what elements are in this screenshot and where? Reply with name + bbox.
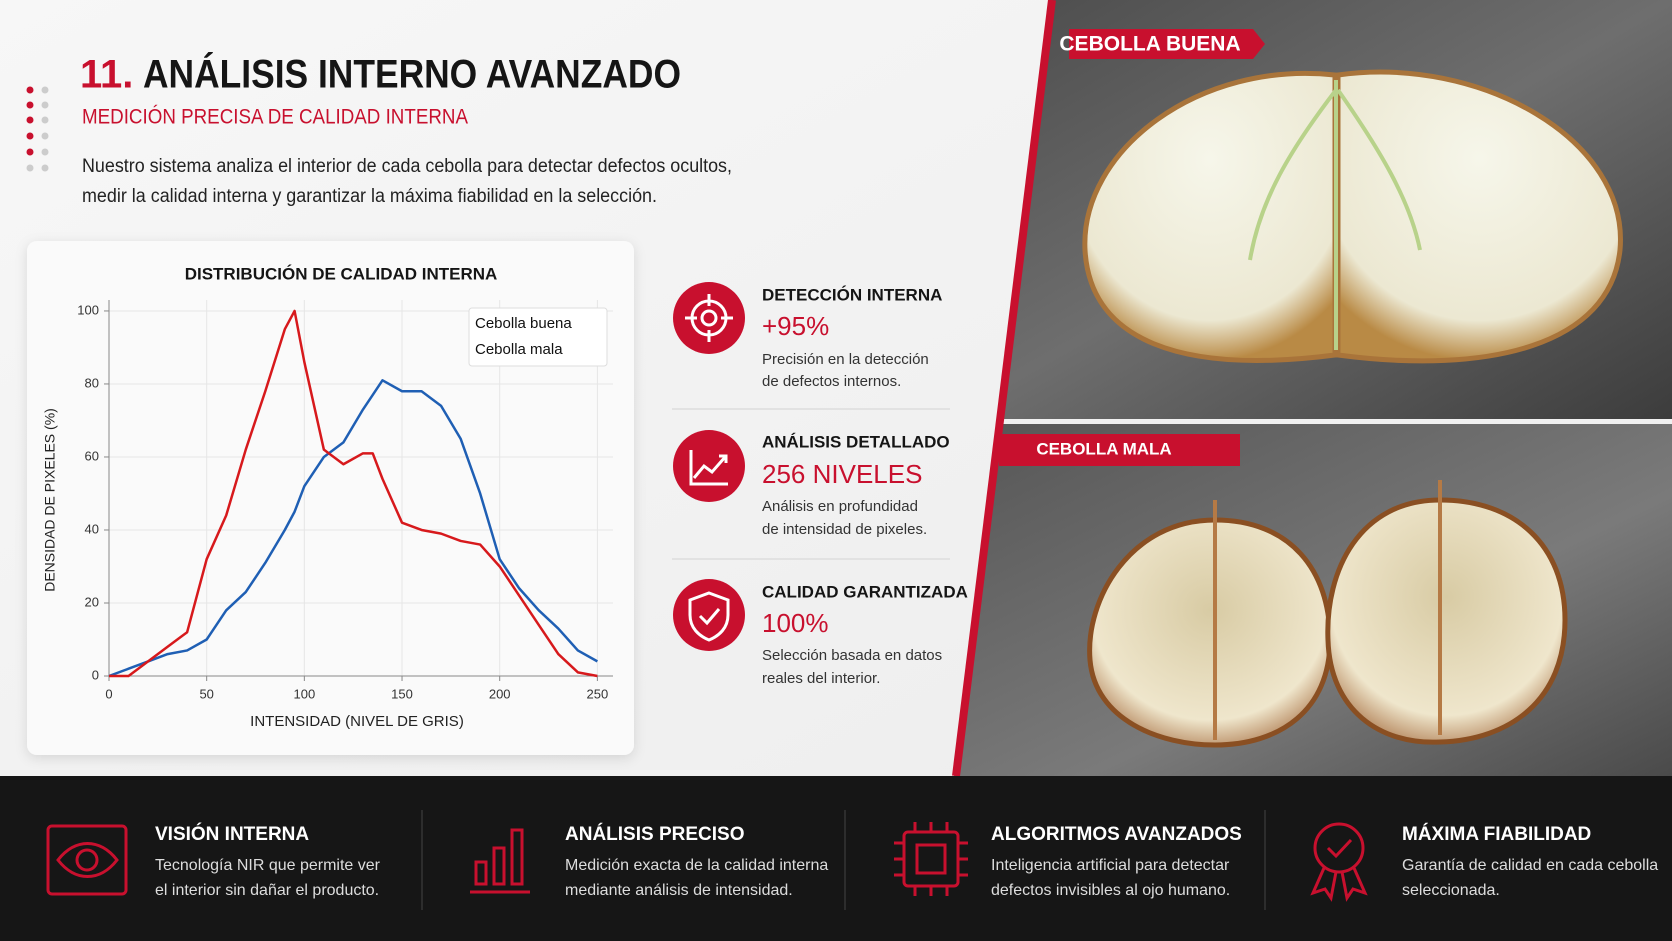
shield-icon xyxy=(688,591,730,642)
y-tick-label: 100 xyxy=(77,302,99,317)
y-tick-label: 0 xyxy=(92,667,99,682)
legend-label: Cebolla mala xyxy=(475,341,563,358)
onion-half xyxy=(1335,69,1623,364)
feature-title: VISIÓN INTERNA xyxy=(155,823,309,845)
feature-text: mediante análisis de intensidad. xyxy=(565,882,793,899)
x-tick-label: 200 xyxy=(489,686,511,701)
x-tick-label: 250 xyxy=(587,686,609,701)
chip-icon xyxy=(915,843,947,875)
onion-half xyxy=(1082,71,1338,363)
title: ANÁLISIS INTERNO AVANZADO xyxy=(143,52,681,97)
description: medir la calidad interna y garantizar la… xyxy=(82,186,657,207)
x-axis-label: INTENSIDAD (NIVEL DE GRIS) xyxy=(250,713,464,730)
y-tick-label: 80 xyxy=(85,375,99,390)
y-tick-label: 60 xyxy=(85,448,99,463)
bars-icon xyxy=(474,860,488,886)
y-axis-label: DENSIDAD DE PIXELES (%) xyxy=(42,408,58,592)
stat-title: DETECCIÓN INTERNA xyxy=(762,285,942,304)
feature-text: Inteligencia artificial para detectar xyxy=(991,857,1230,874)
onion-half xyxy=(1325,497,1568,745)
y-tick-label: 20 xyxy=(85,594,99,609)
y-tick-label: 40 xyxy=(85,521,99,536)
stat-text: de intensidad de pixeles. xyxy=(762,521,927,538)
bars-icon xyxy=(510,828,524,886)
feature-text: defectos invisibles al ojo humano. xyxy=(991,882,1230,899)
chip-icon xyxy=(894,822,968,896)
stat-text: Análisis en profundidad xyxy=(762,498,918,515)
stat-icon xyxy=(673,579,745,651)
feature-text: Medición exacta de la calidad interna xyxy=(565,857,828,874)
x-tick-label: 0 xyxy=(105,686,112,701)
feature-text: Tecnología NIR que permite ver xyxy=(155,857,381,874)
subtitle: MEDICIÓN PRECISA DE CALIDAD INTERNA xyxy=(82,106,468,129)
stat-icon xyxy=(673,282,745,354)
x-tick-label: 150 xyxy=(391,686,413,701)
photos xyxy=(954,0,1672,776)
legend-label: Cebolla buena xyxy=(475,315,572,332)
x-tick-label: 50 xyxy=(199,686,213,701)
stat-text: Precisión en la detección xyxy=(762,351,929,368)
medal-icon xyxy=(1310,867,1368,902)
stat-icon xyxy=(673,430,745,502)
features xyxy=(46,822,1368,902)
photo-label-tag xyxy=(1069,29,1265,59)
features-band xyxy=(0,776,1672,941)
eye-icon xyxy=(75,848,99,872)
chart-title: DISTRIBUCIÓN DE CALIDAD INTERNA xyxy=(185,264,498,283)
diagonal-stripe xyxy=(952,0,1056,777)
photo-label: CEBOLLA MALA xyxy=(1036,439,1171,458)
photo-label: CEBOLLA BUENA xyxy=(1059,33,1240,56)
onion-core xyxy=(1248,80,1422,350)
feature-title: ANÁLISIS PRECISO xyxy=(565,823,744,845)
series-line xyxy=(109,309,598,678)
chart-icon xyxy=(689,450,728,486)
medal-icon xyxy=(1313,822,1365,874)
eye-icon xyxy=(56,842,119,878)
stats: DETECCIÓN INTERNA +95% Precisión en la d… xyxy=(672,282,968,687)
eye-icon xyxy=(46,824,128,896)
stat-text: reales del interior. xyxy=(762,670,880,687)
feature-title: MÁXIMA FIABILIDAD xyxy=(1402,823,1591,845)
series-line xyxy=(108,379,598,678)
medal-icon xyxy=(1326,838,1353,859)
dots xyxy=(26,86,49,172)
stat-text: de defectos internos. xyxy=(762,373,901,390)
stat-title: CALIDAD GARANTIZADA xyxy=(762,582,968,601)
legend-box xyxy=(468,307,608,367)
stat-value: 100% xyxy=(762,608,829,638)
photo-divider xyxy=(954,419,1672,424)
feature-title: ALGORITMOS AVANZADOS xyxy=(991,824,1242,845)
x-tick-label: 100 xyxy=(293,686,315,701)
stat-value: +95% xyxy=(762,311,829,341)
stat-text: Selección basada en datos xyxy=(762,647,942,664)
chart: DISTRIBUCIÓN DE CALIDAD INTERNA 0 20 40 60 80… xyxy=(42,264,613,730)
description: Nuestro sistema analiza el interior de c… xyxy=(82,156,732,177)
chart-card xyxy=(27,241,634,755)
stat-title: ANÁLISIS DETALLADO xyxy=(762,432,950,451)
title-number: 11. xyxy=(80,53,133,97)
stat-value: 256 NIVELES xyxy=(762,459,922,489)
feature-text: seleccionada. xyxy=(1402,882,1500,899)
feature-text: el interior sin dañar el producto. xyxy=(155,882,379,899)
bars-icon xyxy=(492,846,506,886)
crosshair-icon xyxy=(685,294,733,342)
photo-label-tag xyxy=(999,434,1240,466)
onion-half xyxy=(1087,517,1333,748)
feature-text: Garantía de calidad en cada cebolla xyxy=(1402,857,1658,874)
onion-core xyxy=(1213,480,1442,740)
